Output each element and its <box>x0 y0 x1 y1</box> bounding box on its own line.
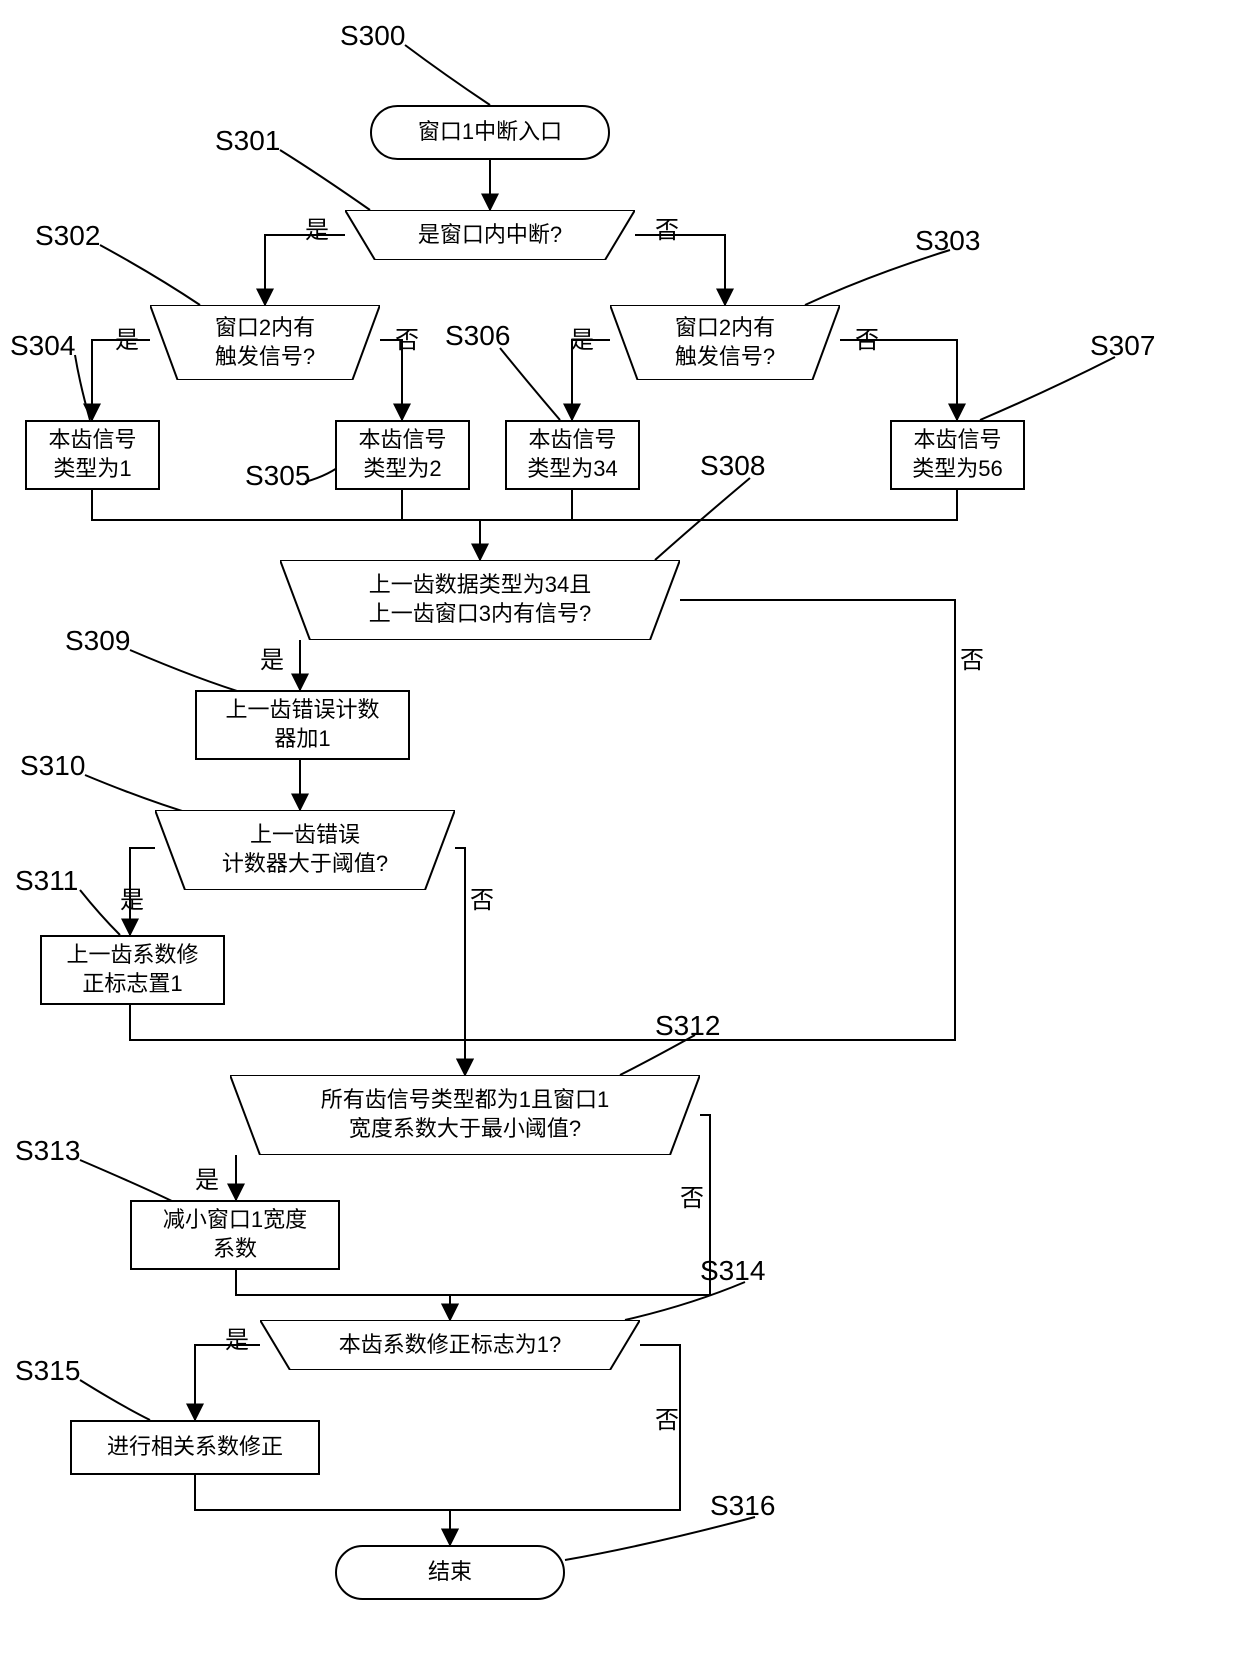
step-label-s313: S313 <box>15 1135 80 1167</box>
callout-s301 <box>280 150 370 210</box>
node-s305: 本齿信号 类型为2 <box>335 420 470 490</box>
edge-label-s310_yes: 是 <box>120 880 144 915</box>
edge-label-s312_no: 否 <box>680 1178 704 1213</box>
edge-label-s303_no: 否 <box>855 320 879 355</box>
node-s306: 本齿信号 类型为34 <box>505 420 640 490</box>
edge-label-s301_no: 否 <box>655 210 679 245</box>
node-s315: 进行相关系数修正 <box>70 1420 320 1475</box>
edge-label-s303_yes: 是 <box>570 320 594 355</box>
step-label-s301: S301 <box>215 125 280 157</box>
node-s312: 所有齿信号类型都为1且窗口1 宽度系数大于最小阈值? <box>230 1075 700 1155</box>
edge-label-s302_no: 否 <box>395 320 419 355</box>
edge-s315-s316 <box>195 1475 450 1545</box>
callout-s313 <box>80 1160 180 1205</box>
edge-label-s302_yes: 是 <box>115 320 139 355</box>
callout-s310 <box>85 775 195 815</box>
step-label-s306: S306 <box>445 320 510 352</box>
node-s310: 上一齿错误 计数器大于阈值? <box>155 810 455 890</box>
edge-label-s308_yes: 是 <box>260 640 284 675</box>
edge-s305-j1 <box>402 490 480 520</box>
callout-s303 <box>805 250 950 305</box>
callout-s315 <box>80 1380 150 1420</box>
step-label-s300: S300 <box>340 20 405 52</box>
step-label-s316: S316 <box>710 1490 775 1522</box>
callout-s311 <box>80 890 120 935</box>
node-s303: 窗口2内有 触发信号? <box>610 305 840 380</box>
edge-s314-s315 <box>195 1345 260 1420</box>
step-label-s310: S310 <box>20 750 85 782</box>
step-label-s308: S308 <box>700 450 765 482</box>
callout-s309 <box>130 650 250 695</box>
edge-s301-s302 <box>265 235 345 305</box>
step-label-s302: S302 <box>35 220 100 252</box>
callout-s307 <box>980 357 1115 420</box>
edge-s311-s312 <box>130 1005 465 1075</box>
node-s304: 本齿信号 类型为1 <box>25 420 160 490</box>
node-s313: 减小窗口1宽度 系数 <box>130 1200 340 1270</box>
node-s301: 是窗口内中断? <box>345 210 635 260</box>
step-label-s307: S307 <box>1090 330 1155 362</box>
step-label-s309: S309 <box>65 625 130 657</box>
edge-s301-s303 <box>635 235 725 305</box>
edge-s314-s316 <box>450 1345 680 1545</box>
callout-s302 <box>100 245 200 305</box>
step-label-s312: S312 <box>655 1010 720 1042</box>
edge-label-s310_no: 否 <box>470 880 494 915</box>
node-s314: 本齿系数修正标志为1? <box>260 1320 640 1370</box>
node-s308: 上一齿数据类型为34且 上一齿窗口3内有信号? <box>280 560 680 640</box>
step-label-s314: S314 <box>700 1255 765 1287</box>
node-s300: 窗口1中断入口 <box>370 105 610 160</box>
edge-label-s312_yes: 是 <box>195 1160 219 1195</box>
node-s309: 上一齿错误计数 器加1 <box>195 690 410 760</box>
edge-s306-j1 <box>480 490 572 520</box>
edge-label-s314_yes: 是 <box>225 1320 249 1355</box>
edge-s304-j1 <box>92 490 480 520</box>
step-label-s311: S311 <box>15 865 78 897</box>
callout-s314 <box>625 1282 745 1320</box>
edge-label-s301_yes: 是 <box>305 210 329 245</box>
callout-s304 <box>75 355 90 420</box>
edge-s308-s312 <box>465 600 955 1075</box>
step-label-s303: S303 <box>915 225 980 257</box>
edge-s313-s314 <box>236 1270 450 1320</box>
callout-s300 <box>405 45 490 105</box>
callout-s316 <box>565 1517 755 1560</box>
callout-s306 <box>500 348 560 420</box>
edge-label-s314_no: 否 <box>655 1400 679 1435</box>
node-s311: 上一齿系数修 正标志置1 <box>40 935 225 1005</box>
step-label-s305: S305 <box>245 460 310 492</box>
node-s307: 本齿信号 类型为56 <box>890 420 1025 490</box>
node-s302: 窗口2内有 触发信号? <box>150 305 380 380</box>
step-label-s315: S315 <box>15 1355 80 1387</box>
edge-label-s308_no: 否 <box>960 640 984 675</box>
step-label-s304: S304 <box>10 330 75 362</box>
node-s316: 结束 <box>335 1545 565 1600</box>
